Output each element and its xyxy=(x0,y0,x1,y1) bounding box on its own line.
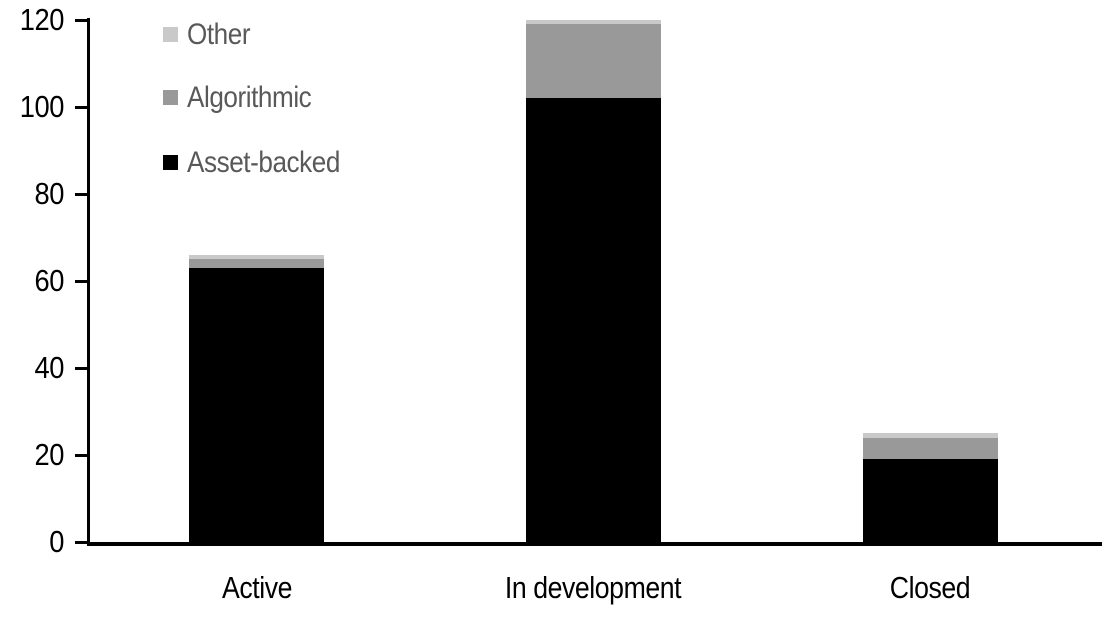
bar-segment-asset-backed-active xyxy=(189,268,324,542)
y-axis-line xyxy=(87,18,90,546)
legend-label-other: Other xyxy=(187,17,251,51)
legend-label-algorithmic: Algorithmic xyxy=(187,80,312,114)
legend-label-asset-backed: Asset-backed xyxy=(187,145,340,179)
legend-item-other: Other xyxy=(163,19,260,49)
y-tick-40 xyxy=(75,366,87,370)
y-tick-20 xyxy=(75,453,87,457)
bar-segment-algorithmic-closed xyxy=(862,437,998,460)
y-tick-60 xyxy=(75,279,87,283)
y-tick-label-80: 80 xyxy=(34,176,65,211)
bar-segment-asset-backed-closed xyxy=(862,459,998,542)
y-tick-120 xyxy=(75,18,87,22)
y-tick-label-20: 20 xyxy=(34,437,65,472)
legend-swatch-algorithmic xyxy=(163,90,178,105)
x-axis-line xyxy=(87,542,1102,546)
legend-swatch-other xyxy=(163,27,178,42)
bar-segment-other-active xyxy=(189,254,324,260)
legend-item-algorithmic: Algorithmic xyxy=(163,82,330,112)
x-axis-label-in-development: In development xyxy=(504,570,682,605)
y-tick-label-0: 0 xyxy=(49,524,64,559)
x-axis-label-closed: Closed xyxy=(889,570,971,605)
y-tick-label-120: 120 xyxy=(19,2,65,37)
y-tick-0 xyxy=(75,540,87,544)
bar-segment-other-closed xyxy=(862,433,998,438)
bar-segment-other-in-development xyxy=(525,20,661,25)
legend-item-asset-backed: Asset-backed xyxy=(163,147,363,177)
y-tick-100 xyxy=(75,105,87,109)
bar-segment-algorithmic-in-development xyxy=(525,24,661,99)
y-tick-label-40: 40 xyxy=(34,350,65,385)
bar-segment-algorithmic-active xyxy=(189,259,324,268)
y-tick-label-100: 100 xyxy=(19,89,65,124)
y-tick-80 xyxy=(75,192,87,196)
bar-segment-asset-backed-in-development xyxy=(525,98,661,542)
legend-swatch-asset-backed xyxy=(163,155,178,170)
x-axis-label-active: Active xyxy=(221,570,292,605)
y-tick-label-60: 60 xyxy=(34,263,65,298)
